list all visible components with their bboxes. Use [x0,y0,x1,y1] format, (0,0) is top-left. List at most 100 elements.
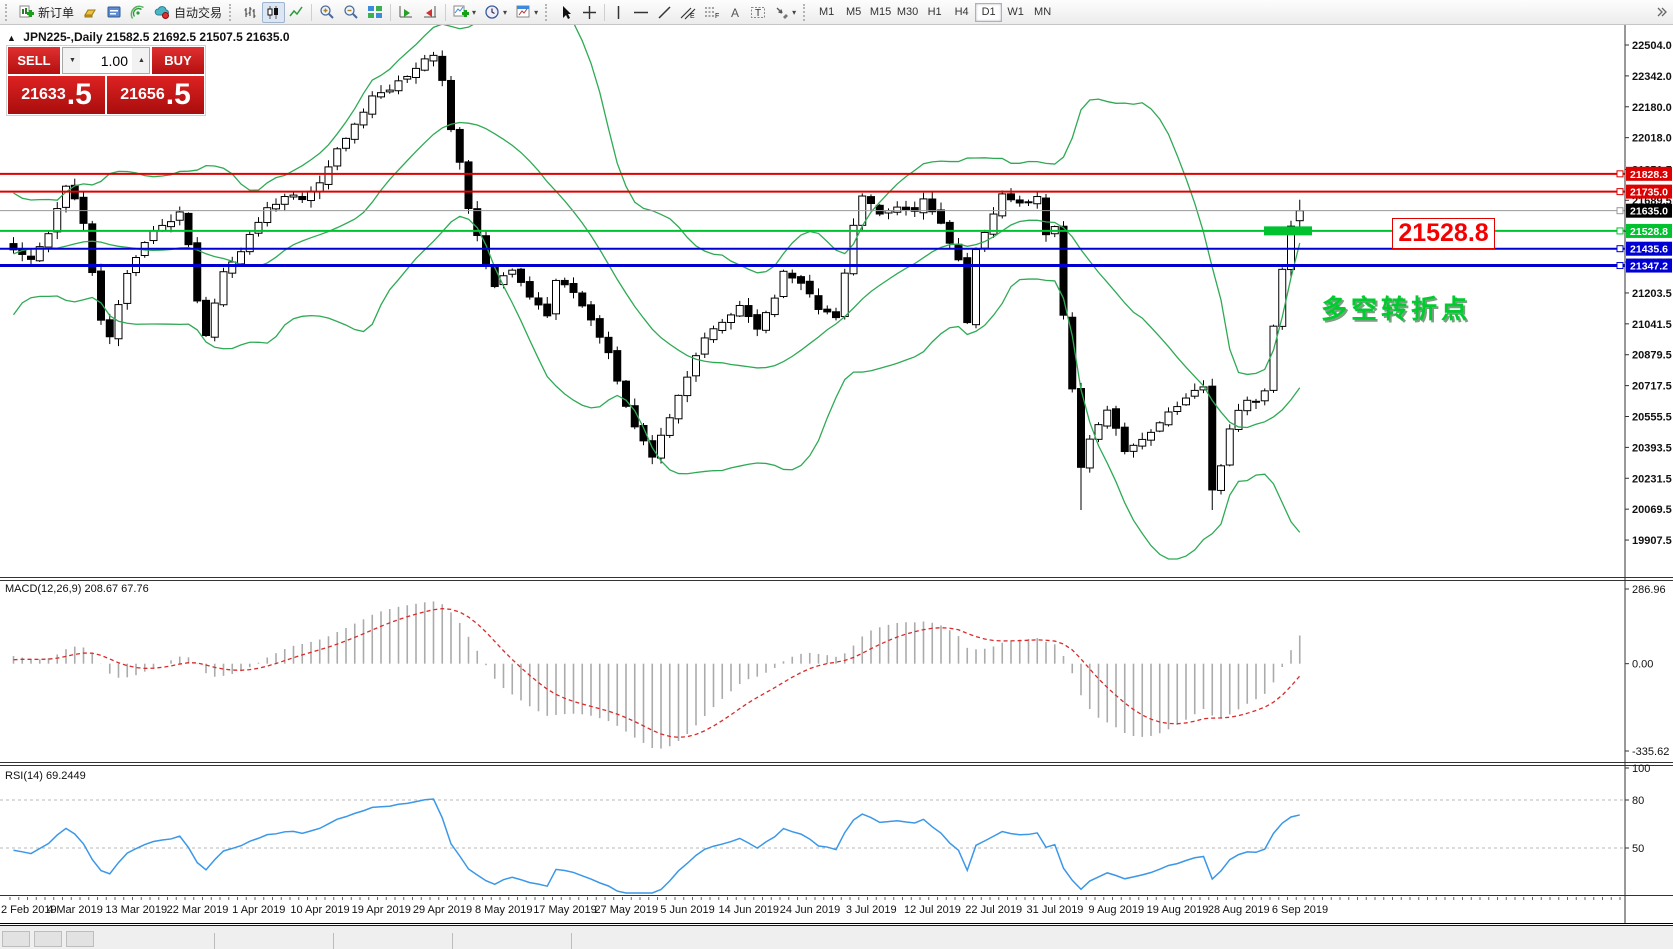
tile-windows-button[interactable] [363,2,387,23]
price-tick-label: 20879.5 [1632,350,1672,362]
tile-windows-icon [368,6,383,18]
rsi-pane [0,767,1629,894]
arrows-button[interactable]: ▾ [770,2,800,23]
level-price-labels: 21828.3 21735.0 21635.0 21528.8 21435.6 21347… [1616,166,1672,273]
svg-text:12 Jul 2019: 12 Jul 2019 [904,904,961,916]
price-tick-label: 20717.5 [1632,381,1672,393]
buy-price[interactable]: 21656.5 [107,76,204,114]
rsi-line [13,798,1300,894]
vertical-line-button[interactable] [608,2,629,23]
channel-button[interactable]: E [676,2,700,23]
sell-button[interactable]: SELL [8,47,60,74]
toolbar-overflow-button[interactable] [1651,2,1671,23]
toolbar-grip[interactable] [5,3,12,21]
trendline-icon [658,5,671,19]
window-tab[interactable] [66,931,94,947]
svg-text:28 Aug 2019: 28 Aug 2019 [1208,904,1270,916]
timeframe-m15[interactable]: M15 [867,3,894,22]
svg-text:13 Mar 2019: 13 Mar 2019 [105,904,167,916]
svg-text:F: F [715,13,719,20]
buy-button[interactable]: BUY [152,47,204,74]
svg-text:21528.8: 21528.8 [1630,226,1668,238]
bar-chart-icon [244,6,256,18]
indicators-button[interactable]: ▾ [449,2,480,23]
zoom-in-icon [320,5,334,19]
candlestick-chart-button[interactable] [262,1,286,23]
candlesticks [9,50,1304,511]
candlestick-chart-icon [267,5,279,19]
window-tab[interactable] [2,931,30,947]
timeframe-m5[interactable]: M5 [840,3,867,22]
status-bar [0,925,1673,949]
timeframe-h4[interactable]: H4 [948,3,975,22]
text-label-button[interactable]: T [746,2,770,23]
text-button[interactable]: A [724,2,746,23]
new-order-button[interactable]: 新订单 [15,2,78,23]
svg-text:10 Apr 2019: 10 Apr 2019 [290,904,349,916]
price-tick-label: 22018.0 [1632,133,1672,145]
turning-point-annotation[interactable]: 多空转折点 [1321,294,1472,324]
zoom-out-button[interactable] [339,2,363,23]
svg-text:2 Feb 2019: 2 Feb 2019 [1,904,57,916]
svg-text:9 Aug 2019: 9 Aug 2019 [1088,904,1144,916]
svg-text:29 Apr 2019: 29 Apr 2019 [413,904,472,916]
templates-button[interactable]: ▾ [511,2,542,23]
svg-text:286.96: 286.96 [1632,584,1666,596]
svg-text:21828.3: 21828.3 [1630,169,1668,181]
zoom-in-button[interactable] [315,2,339,23]
volume-stepper: ▼ ▲ [62,47,150,74]
svg-text:31 Jul 2019: 31 Jul 2019 [1027,904,1084,916]
price-callout-box[interactable]: 21528.8 [1392,218,1495,249]
toolbar-grip[interactable] [229,3,236,21]
timeframe-mn[interactable]: MN [1029,3,1056,22]
chart-shift-icon [424,6,437,18]
rsi-label: RSI(14) 69.2449 [5,770,86,782]
timeframe-h1[interactable]: H1 [921,3,948,22]
volume-increase-button[interactable]: ▲ [132,48,149,73]
periods-button[interactable]: ▾ [480,2,511,23]
timeframe-m30[interactable]: M30 [894,3,921,22]
price-tick-label: 22504.0 [1632,40,1672,52]
timeframe-m1[interactable]: M1 [813,3,840,22]
price-axis[interactable] [1625,44,1629,541]
volume-decrease-button[interactable]: ▼ [63,48,80,73]
sell-price[interactable]: 21633.5 [8,76,105,114]
level-lines[interactable] [0,172,1625,268]
timeframe-d1[interactable]: D1 [975,2,1003,22]
horizontal-line-button[interactable] [629,2,653,23]
status-cell [215,933,334,949]
ohlc-values: 21582.5 21692.5 21507.5 21635.0 [106,30,290,44]
window-tab[interactable] [34,931,62,947]
chart-shift-button[interactable] [418,2,442,23]
svg-text:80: 80 [1632,795,1644,807]
trendline-button[interactable] [653,2,676,23]
line-chart-button[interactable] [285,2,308,23]
svg-text:8 May 2019: 8 May 2019 [475,904,532,916]
fibonacci-button[interactable]: F [700,2,724,23]
price-tick-label: 21041.5 [1632,319,1672,331]
crosshair-button[interactable] [578,2,601,23]
bar-chart-button[interactable] [239,2,262,23]
price-tick-label: 20555.5 [1632,411,1672,423]
svg-text:4 Mar 2019: 4 Mar 2019 [47,904,103,916]
toolbar-grip[interactable] [803,3,810,21]
autotrading-button[interactable]: 自动交易 [150,2,226,23]
toolbar-grip[interactable] [545,3,552,21]
svg-text:21635.0: 21635.0 [1630,206,1668,218]
macd-pane [12,588,1629,752]
market-watch-button[interactable] [78,2,102,23]
fibonacci-icon: F [705,7,719,20]
cursor-button[interactable] [555,2,578,23]
auto-scroll-button[interactable] [394,2,418,23]
signal-button[interactable] [126,2,150,23]
svg-text:21435.6: 21435.6 [1630,244,1668,256]
timeframe-w1[interactable]: W1 [1002,3,1029,22]
terminal-button[interactable] [102,2,126,23]
time-axis[interactable] [9,897,1621,900]
collapse-panel-icon[interactable]: ▲ [7,33,16,43]
arrows-icon [776,7,789,19]
price-tick-label: 22342.0 [1632,71,1672,83]
volume-input[interactable] [80,48,132,73]
